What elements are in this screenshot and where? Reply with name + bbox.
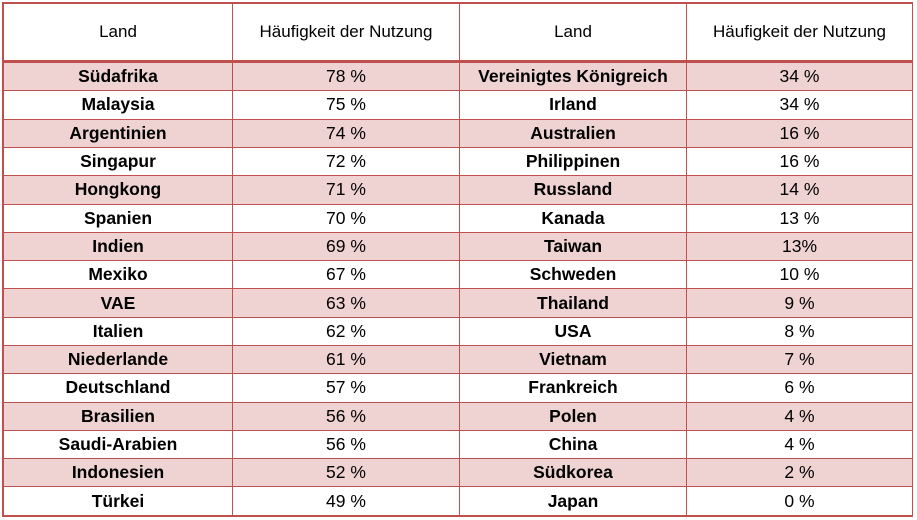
country-right-cell: China <box>459 429 687 460</box>
usage-right-cell: 34 % <box>686 60 913 92</box>
country-right-cell: Japan <box>459 486 687 516</box>
country-right-cell: Thailand <box>459 288 687 318</box>
table-row: Indonesien 52 % Südkorea 2 % <box>3 458 913 488</box>
usage-left-cell: 70 % <box>232 203 460 233</box>
country-left-cell: Spanien <box>3 203 233 233</box>
table-row: Italien 62 % USA 8 % <box>3 316 913 346</box>
usage-left-cell: 57 % <box>232 373 460 403</box>
country-right-cell: Australien <box>459 118 687 148</box>
header-land-left: Land <box>3 3 233 63</box>
country-right-cell: Taiwan <box>459 231 687 262</box>
table-row: VAE 63 % Thailand 9 % <box>3 288 913 318</box>
usage-left-cell: 56 % <box>232 401 460 431</box>
table-row: Malaysia 75 % Irland 34 % <box>3 90 913 120</box>
country-left-cell: Singapur <box>3 146 233 177</box>
usage-left-cell: 49 % <box>232 486 460 516</box>
usage-right-cell: 34 % <box>686 90 913 120</box>
country-right-cell: Vietnam <box>459 344 687 375</box>
table-row: Südafrika 78 % Vereinigtes Königreich 34 % <box>3 60 913 92</box>
country-left-cell: VAE <box>3 288 233 318</box>
usage-left-cell: 78 % <box>232 60 460 92</box>
usage-right-cell: 4 % <box>686 401 913 431</box>
usage-right-cell: 6 % <box>686 373 913 403</box>
country-left-cell: Brasilien <box>3 401 233 431</box>
usage-left-cell: 67 % <box>232 260 460 290</box>
usage-left-cell: 71 % <box>232 175 460 205</box>
table-row: Argentinien 74 % Australien 16 % <box>3 118 913 148</box>
table-row: Niederlande 61 % Vietnam 7 % <box>3 344 913 375</box>
country-right-cell: Irland <box>459 90 687 120</box>
table-row: Deutschland 57 % Frankreich 6 % <box>3 373 913 403</box>
table-row: Saudi-Arabien 56 % China 4 % <box>3 429 913 460</box>
usage-right-cell: 9 % <box>686 288 913 318</box>
country-left-cell: Südafrika <box>3 60 233 92</box>
country-left-cell: Malaysia <box>3 90 233 120</box>
country-right-cell: Kanada <box>459 203 687 233</box>
country-left-cell: Indien <box>3 231 233 262</box>
header-land-right: Land <box>459 3 687 63</box>
country-left-cell: Argentinien <box>3 118 233 148</box>
table-row: Mexiko 67 % Schweden 10 % <box>3 260 913 290</box>
usage-right-cell: 8 % <box>686 316 913 346</box>
usage-right-cell: 10 % <box>686 260 913 290</box>
header-usage-left: Häufigkeit der Nutzung <box>232 3 460 63</box>
header-usage-right: Häufigkeit der Nutzung <box>686 3 913 63</box>
header-row: Land Häufigkeit der Nutzung Land Häufigk… <box>3 3 913 63</box>
country-left-cell: Hongkong <box>3 175 233 205</box>
usage-right-cell: 16 % <box>686 146 913 177</box>
table-row: Spanien 70 % Kanada 13 % <box>3 203 913 233</box>
country-left-cell: Deutschland <box>3 373 233 403</box>
country-right-cell: Russland <box>459 175 687 205</box>
table-row: Hongkong 71 % Russland 14 % <box>3 175 913 205</box>
table-row: Indien 69 % Taiwan 13% <box>3 231 913 262</box>
usage-right-cell: 16 % <box>686 118 913 148</box>
usage-right-cell: 4 % <box>686 429 913 460</box>
country-left-cell: Türkei <box>3 486 233 516</box>
usage-left-cell: 69 % <box>232 231 460 262</box>
country-left-cell: Indonesien <box>3 458 233 488</box>
usage-right-cell: 13 % <box>686 203 913 233</box>
country-left-cell: Mexiko <box>3 260 233 290</box>
usage-left-cell: 75 % <box>232 90 460 120</box>
table-row: Brasilien 56 % Polen 4 % <box>3 401 913 431</box>
usage-right-cell: 13% <box>686 231 913 262</box>
usage-right-cell: 14 % <box>686 175 913 205</box>
country-right-cell: USA <box>459 316 687 346</box>
usage-left-cell: 72 % <box>232 146 460 177</box>
table-header: Land Häufigkeit der Nutzung Land Häufigk… <box>3 3 913 63</box>
usage-left-cell: 61 % <box>232 344 460 375</box>
usage-by-country-table: Land Häufigkeit der Nutzung Land Häufigk… <box>3 3 913 516</box>
table-body: Südafrika 78 % Vereinigtes Königreich 34 % M… <box>3 60 913 516</box>
country-right-cell: Frankreich <box>459 373 687 403</box>
usage-left-cell: 52 % <box>232 458 460 488</box>
usage-left-cell: 56 % <box>232 429 460 460</box>
country-left-cell: Italien <box>3 316 233 346</box>
usage-left-cell: 62 % <box>232 316 460 346</box>
country-right-cell: Philippinen <box>459 146 687 177</box>
country-right-cell: Schweden <box>459 260 687 290</box>
country-left-cell: Saudi-Arabien <box>3 429 233 460</box>
country-left-cell: Niederlande <box>3 344 233 375</box>
usage-right-cell: 7 % <box>686 344 913 375</box>
country-right-cell: Polen <box>459 401 687 431</box>
usage-right-cell: 2 % <box>686 458 913 488</box>
usage-left-cell: 74 % <box>232 118 460 148</box>
country-right-cell: Vereinigtes Königreich <box>459 60 687 92</box>
country-right-cell: Südkorea <box>459 458 687 488</box>
table-row: Singapur 72 % Philippinen 16 % <box>3 146 913 177</box>
usage-left-cell: 63 % <box>232 288 460 318</box>
table-row: Türkei 49 % Japan 0 % <box>3 486 913 516</box>
usage-right-cell: 0 % <box>686 486 913 516</box>
